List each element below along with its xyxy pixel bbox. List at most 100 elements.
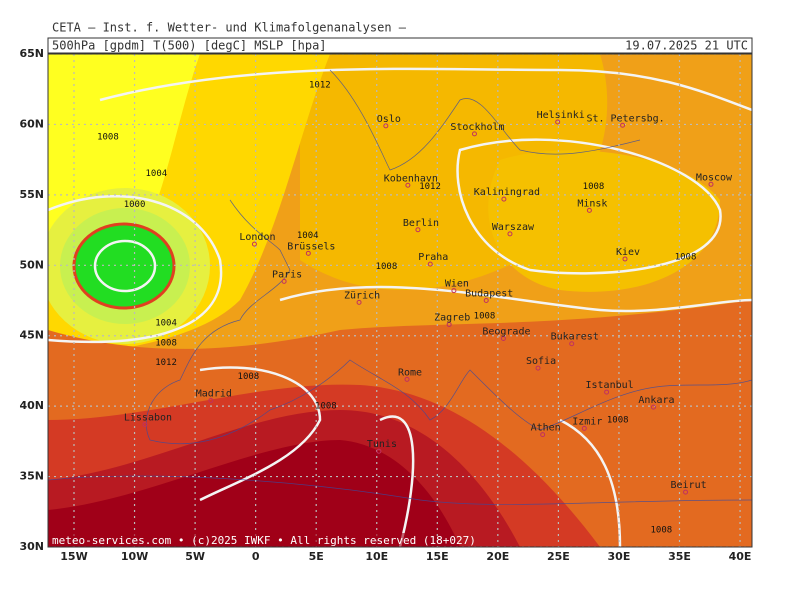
city-marker (405, 182, 411, 188)
city-label: Wien (445, 279, 469, 290)
map-frame (47, 53, 753, 548)
lat-label: 40N (19, 399, 44, 412)
city-label: Tunis (367, 439, 397, 450)
city-marker (446, 321, 452, 327)
isobar (379, 415, 415, 547)
city-label: Rome (398, 367, 422, 378)
footer-credit: meteo-services.com • (c)2025 IWKF • All … (52, 534, 476, 547)
city-marker (142, 421, 148, 427)
isobar-label: 1012 (155, 358, 177, 368)
city-label: Berlin (403, 218, 439, 229)
isobar-label: 1008 (155, 338, 177, 348)
isobar-label: 1008 (474, 311, 496, 321)
city-label: Kaliningrad (474, 187, 540, 198)
lon-label: 35E (668, 550, 691, 563)
city-marker (569, 341, 575, 347)
city-marker (555, 119, 561, 125)
city-marker (415, 227, 421, 233)
city-marker (507, 231, 513, 237)
city-marker (540, 432, 546, 438)
lon-label: 10E (365, 550, 388, 563)
map-field: London Paris Brüssels Oslo Stockholm Helsinki… (48, 54, 752, 547)
city-label: St. Petersbg. (586, 113, 664, 124)
city-label: Beograde (482, 327, 530, 338)
city-marker (650, 404, 656, 410)
city-marker (500, 336, 506, 342)
isobar (48, 195, 223, 344)
lon-label: 20E (486, 550, 509, 563)
lat-label: 30N (19, 540, 44, 553)
isobar-label: 1004 (146, 169, 168, 179)
isobar (456, 138, 722, 275)
isobar-labels: 1012 1008 1004 1000 1004 1008 1012 1008 1008 1004… (97, 80, 696, 535)
lon-label: 30E (608, 550, 631, 563)
isobar-label: 1008 (607, 416, 629, 426)
city-marker (383, 123, 389, 129)
lon-label: 15E (426, 550, 449, 563)
city-label: Istanbul (586, 380, 634, 391)
city-marker (208, 398, 214, 404)
footer-box (48, 533, 428, 547)
cities: London Paris Brüssels Oslo Stockholm Helsinki… (124, 110, 733, 495)
isobar (279, 285, 752, 313)
city-marker (356, 299, 362, 305)
lon-label: 40E (729, 550, 752, 563)
city-label: Zürich (344, 290, 380, 301)
isobar-label: 1008 (315, 402, 337, 412)
isobar-label: 1008 (238, 372, 260, 382)
city-marker (501, 196, 507, 202)
lon-label: 0 (252, 550, 260, 563)
city-marker (427, 261, 433, 267)
city-marker (451, 288, 457, 294)
field-orange-east (488, 150, 720, 292)
city-marker (376, 448, 382, 454)
city-label: Minsk (577, 198, 607, 209)
isobar-label: 1000 (124, 200, 146, 210)
city-label: Kobenhavn (384, 173, 438, 184)
isobar-label: 1008 (675, 252, 697, 262)
graticule (48, 54, 752, 547)
lat-label: 65N (19, 47, 44, 60)
city-label: Praha (418, 252, 448, 263)
lon-label: 5W (185, 550, 205, 563)
coastline (146, 199, 752, 445)
city-label: Warszaw (492, 222, 535, 233)
axes: 65N 60N 55N 50N 45N 40N 35N 30N 15W 10W 5W 0 5E 10E 15… (19, 47, 751, 563)
isobar-label: 1004 (297, 231, 319, 241)
isobar-label: 1008 (650, 526, 672, 536)
header-fields: 500hPa [gpdm] T(500) [degC] MSLP [hpa] (52, 39, 327, 53)
city-label: Ankara (638, 395, 674, 406)
header-title: CETA – Inst. f. Wetter- und Klimafolgena… (52, 21, 407, 35)
field-red-darkest (48, 440, 460, 547)
coastlines (48, 69, 752, 505)
city-marker (281, 278, 287, 284)
city-marker (483, 298, 489, 304)
isobar-label: 1012 (309, 80, 331, 90)
city-label: Lissabon (124, 412, 172, 423)
city-label: Budapest (465, 289, 513, 300)
city-label: Paris (272, 269, 302, 280)
lon-label: 5E (309, 550, 324, 563)
lon-label: 25E (547, 550, 570, 563)
city-marker (581, 425, 587, 431)
isobar-label: 1008 (376, 262, 398, 272)
city-marker (251, 241, 257, 247)
city-label: Kiev (616, 247, 640, 258)
city-label: Oslo (377, 114, 401, 125)
header-date: 19.07.2025 21 UTC (625, 39, 748, 53)
isobar (559, 418, 622, 547)
city-label: Moscow (696, 172, 733, 183)
city-label: Stockholm (450, 122, 504, 133)
city-label: Brüssels (287, 241, 335, 252)
city-marker (604, 389, 610, 395)
isobar (99, 67, 752, 112)
city-marker (305, 250, 311, 256)
city-marker (622, 256, 628, 262)
lat-label: 50N (19, 258, 44, 271)
isobar-label: 1008 (97, 133, 119, 143)
city-marker (620, 122, 626, 128)
city-label: Madrid (196, 389, 232, 400)
coastline (329, 69, 641, 171)
city-label: Beirut (670, 480, 706, 491)
field-green-low (72, 222, 176, 310)
